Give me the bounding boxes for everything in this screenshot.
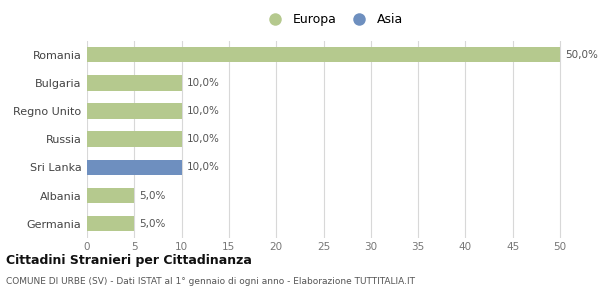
Text: 10,0%: 10,0% xyxy=(187,106,219,116)
Bar xyxy=(87,75,182,90)
Legend: Europa, Asia: Europa, Asia xyxy=(263,13,403,26)
Bar xyxy=(87,216,134,231)
Text: 5,0%: 5,0% xyxy=(139,191,166,201)
Text: 10,0%: 10,0% xyxy=(187,78,219,88)
Text: COMUNE DI URBE (SV) - Dati ISTAT al 1° gennaio di ogni anno - Elaborazione TUTTI: COMUNE DI URBE (SV) - Dati ISTAT al 1° g… xyxy=(6,277,415,286)
Text: 10,0%: 10,0% xyxy=(187,162,219,172)
Text: Cittadini Stranieri per Cittadinanza: Cittadini Stranieri per Cittadinanza xyxy=(6,254,252,267)
Bar xyxy=(87,188,134,203)
Bar xyxy=(87,103,182,119)
Text: 5,0%: 5,0% xyxy=(139,219,166,229)
Text: 10,0%: 10,0% xyxy=(187,134,219,144)
Bar xyxy=(87,131,182,147)
Bar xyxy=(87,160,182,175)
Text: 50,0%: 50,0% xyxy=(565,50,598,60)
Bar xyxy=(87,47,560,62)
